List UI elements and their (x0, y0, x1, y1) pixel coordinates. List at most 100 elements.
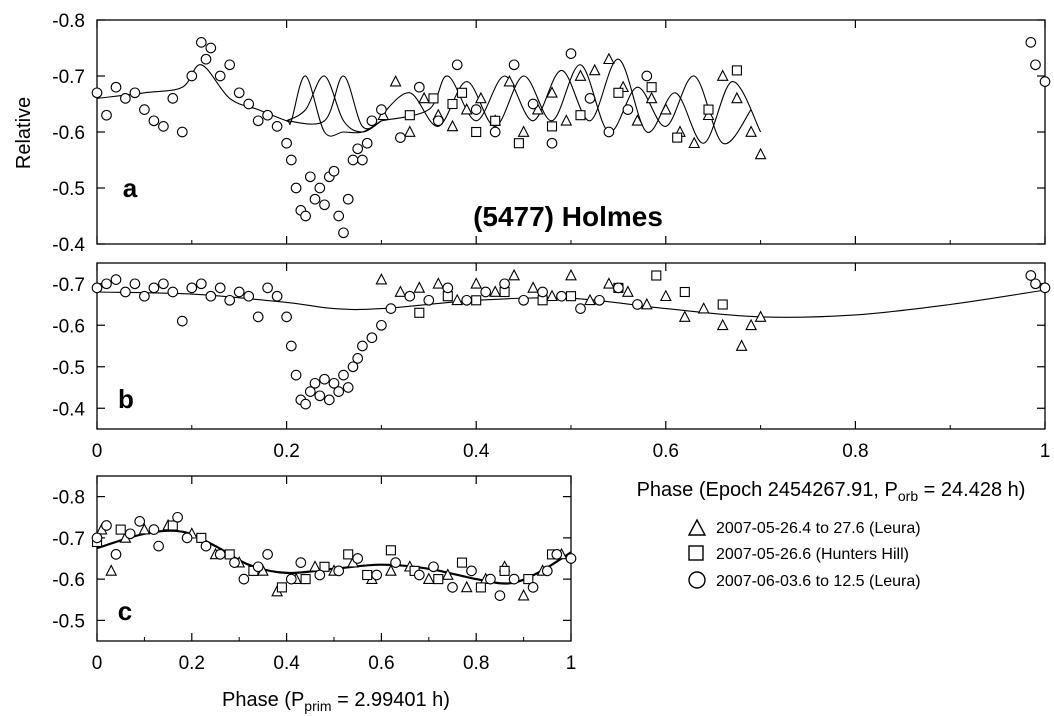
data-point-circle (167, 286, 179, 298)
data-point-circle (262, 282, 273, 294)
data-point-circle (101, 109, 112, 121)
model-curve (381, 64, 752, 145)
x-tick-label: 0.4 (273, 653, 300, 674)
data-point-circle (499, 278, 510, 290)
x-tick-label: 0.6 (653, 441, 679, 462)
model-curve (286, 75, 382, 133)
data-point-circle (376, 319, 387, 331)
data-point-circle (186, 70, 198, 82)
data-point-triangle (659, 102, 672, 115)
data-point-circle (314, 569, 326, 581)
data-point-circle (432, 115, 444, 127)
data-point-circle (281, 137, 292, 149)
data-point-circle (447, 582, 458, 593)
x-tick-label: 0.2 (273, 441, 299, 462)
data-point-triangle (546, 86, 558, 98)
top-x-axis-label: Phase (Epoch 2454267.91, Porb = 24.428 h… (637, 479, 1026, 504)
data-point-square (613, 87, 624, 98)
data-point-circle (181, 532, 193, 544)
data-point-circle (120, 286, 131, 298)
data-point-circle (319, 373, 330, 385)
data-point-triangle (527, 281, 540, 293)
data-point-circle (224, 59, 236, 71)
data-point-circle (101, 520, 112, 531)
data-point-triangle (105, 564, 118, 576)
panel-c-frame (96, 475, 572, 642)
data-point-circle (91, 532, 103, 544)
data-point-circle (148, 524, 160, 535)
data-point-circle (200, 53, 212, 65)
data-point-circle (91, 282, 103, 294)
y-tick-label: -0.5 (52, 611, 85, 632)
data-point-circle (442, 282, 454, 294)
data-point-triangle (470, 277, 483, 289)
y-tick-label: -0.8 (52, 488, 85, 509)
data-point-triangle (631, 114, 644, 126)
data-point-triangle (745, 125, 758, 137)
data-point-circle (233, 87, 245, 99)
data-point-triangle (460, 580, 473, 593)
data-point-square (651, 270, 662, 281)
data-point-square (428, 93, 439, 104)
x-tick-label: 0 (92, 653, 103, 674)
data-point-circle (91, 87, 103, 99)
data-point-circle (632, 299, 643, 310)
data-point-triangle (716, 318, 729, 331)
data-point-circle (129, 87, 141, 99)
data-point-circle (214, 549, 226, 560)
data-point-circle (300, 398, 311, 410)
data-point-circle (451, 59, 463, 71)
data-point-square (471, 126, 482, 138)
data-point-triangle (384, 564, 397, 576)
data-point-circle (158, 278, 169, 290)
data-point-circle (357, 340, 368, 352)
data-point-circle (1025, 37, 1037, 48)
data-point-triangle (745, 318, 758, 331)
data-point-circle (404, 290, 416, 302)
data-point-square (456, 87, 468, 98)
data-point-circle (480, 286, 492, 298)
data-point-circle (428, 561, 439, 573)
data-point-circle (622, 104, 634, 115)
data-point-circle (352, 553, 364, 564)
data-point-square (731, 65, 742, 76)
data-point-triangle (754, 310, 767, 322)
data-point-circle (290, 369, 302, 381)
data-point-triangle (531, 102, 544, 115)
x-tick-label: 0.4 (463, 441, 490, 462)
data-point-circle (252, 561, 264, 573)
data-point-circle (224, 294, 236, 306)
data-point-circle (565, 553, 577, 564)
data-point-circle (195, 278, 207, 290)
x-tick-label: 0.8 (463, 653, 489, 674)
data-point-square (276, 582, 287, 593)
data-point-triangle (754, 147, 767, 160)
data-point-circle (333, 565, 345, 577)
data-point-circle (342, 193, 354, 205)
data-point-circle (271, 121, 283, 132)
panel-b: -0.7 -0.6 -0.5 -0.4 0 0.2 0.4 0.6 0.8 1 (52, 262, 1051, 462)
data-point-circle (195, 37, 207, 48)
data-point-circle (304, 386, 316, 397)
data-point-circle (186, 282, 198, 294)
data-point-square (523, 574, 534, 585)
data-point-circle (139, 290, 150, 302)
legend-circle-marker (688, 571, 706, 589)
data-point-triangle (508, 268, 521, 281)
y-tick-label: -0.5 (52, 179, 85, 200)
data-point-circle (508, 59, 520, 71)
data-point-circle (314, 182, 326, 194)
data-point-square (646, 82, 657, 93)
legend-label-hunters-hill: 2007-05-26.6 (Hunters Hill) (716, 546, 909, 563)
data-point-triangle (441, 568, 454, 580)
data-point-circle (124, 528, 136, 540)
data-point-circle (594, 294, 605, 306)
data-point-circle (238, 573, 250, 585)
data-point-circle (290, 182, 302, 194)
data-point-circle (167, 93, 179, 104)
data-point-circle (205, 290, 217, 302)
data-point-triangle (389, 74, 402, 87)
data-point-triangle (588, 63, 601, 76)
data-point-circle (584, 93, 596, 104)
